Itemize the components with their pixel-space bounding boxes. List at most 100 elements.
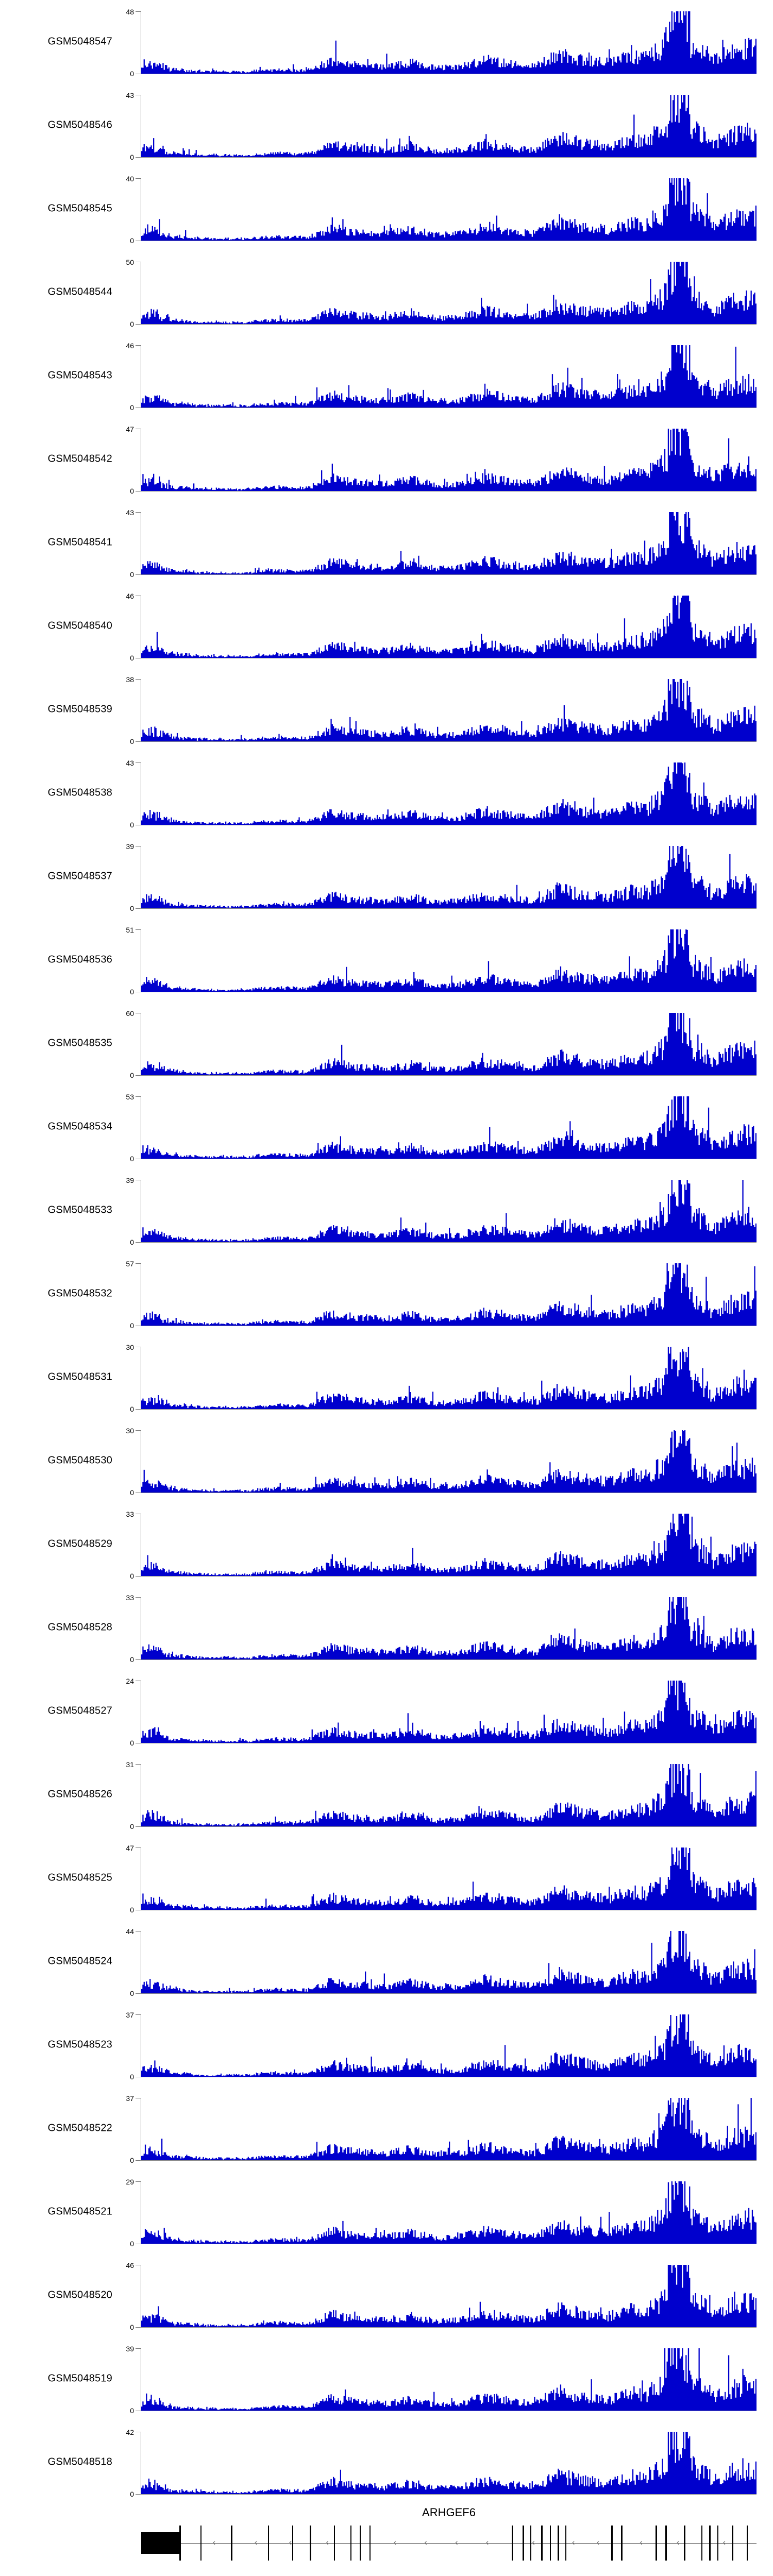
coverage-track-list: GSM5048547 48 0 GSM5048546 43 0 GSM5048545 40 0 G… [0,0,773,2504]
coverage-histogram[interactable] [141,1931,757,1994]
coverage-histogram[interactable] [141,2181,757,2244]
track-sample-label: GSM5048524 [47,1955,112,1967]
coverage-track[interactable]: GSM5048531 30 0 [0,1335,773,1419]
coverage-histogram[interactable] [141,262,757,325]
track-baseline [140,1242,757,1243]
y-axis-tick-top [136,345,141,346]
coverage-track[interactable]: GSM5048541 43 0 [0,501,773,584]
coverage-histogram[interactable] [141,762,757,825]
track-baseline [140,324,757,325]
gene-model[interactable]: ‹ ‹ ‹ ‹ ‹ ‹ ‹ ‹ ‹ ‹ ‹ ‹ ‹ ‹ [141,2526,757,2562]
gene-exon [621,2526,623,2561]
coverage-histogram[interactable] [141,178,757,241]
y-axis-tick-top [136,2181,141,2182]
track-sample-label: GSM5048522 [47,2122,112,2134]
track-baseline [140,491,757,492]
coverage-histogram[interactable] [141,846,757,909]
coverage-histogram[interactable] [141,2265,757,2328]
track-sample-label: GSM5048538 [47,787,112,799]
coverage-track[interactable]: GSM5048545 40 0 [0,167,773,250]
coverage-track[interactable]: GSM5048523 37 0 [0,2003,773,2087]
coverage-track[interactable]: GSM5048519 39 0 [0,2337,773,2420]
coverage-histogram[interactable] [141,11,757,74]
track-y-axis: 51 0 [122,926,141,995]
coverage-track[interactable]: GSM5048530 30 0 [0,1419,773,1502]
coverage-histogram[interactable] [141,596,757,658]
gene-exon [359,2526,361,2561]
coverage-histogram[interactable] [141,1347,757,1410]
coverage-histogram[interactable] [141,1430,757,1493]
y-axis-min-label: 0 [130,1155,134,1163]
coverage-histogram[interactable] [141,1263,757,1326]
track-y-axis: 57 0 [122,1260,141,1329]
y-axis-tick-bottom [136,574,141,575]
coverage-track[interactable]: GSM5048525 47 0 [0,1836,773,1920]
coverage-histogram[interactable] [141,1180,757,1243]
strand-arrow-icon: ‹ [393,2537,397,2547]
coverage-track[interactable]: GSM5048522 37 0 [0,2087,773,2170]
coverage-track[interactable]: GSM5048532 57 0 [0,1252,773,1335]
coverage-track[interactable]: GSM5048524 44 0 [0,1920,773,2003]
coverage-track[interactable]: GSM5048534 53 0 [0,1085,773,1168]
y-axis-tick-bottom [136,1659,141,1660]
coverage-histogram[interactable] [141,2348,757,2411]
coverage-track[interactable]: GSM5048528 33 0 [0,1586,773,1669]
track-baseline [140,1826,757,1827]
coverage-histogram[interactable] [141,2014,757,2077]
y-axis-min-label: 0 [130,487,134,495]
coverage-track[interactable]: GSM5048536 51 0 [0,918,773,1002]
coverage-track[interactable]: GSM5048527 24 0 [0,1669,773,1753]
coverage-histogram[interactable] [141,1514,757,1577]
y-axis-max-label: 37 [126,2011,134,2019]
coverage-histogram[interactable] [141,1681,757,1743]
coverage-track[interactable]: GSM5048533 39 0 [0,1168,773,1252]
coverage-histogram[interactable] [141,929,757,992]
track-sample-label: GSM5048528 [47,1621,112,1633]
coverage-histogram[interactable] [141,2432,757,2495]
coverage-track[interactable]: GSM5048521 29 0 [0,2170,773,2253]
coverage-track[interactable]: GSM5048526 31 0 [0,1753,773,1836]
coverage-track[interactable]: GSM5048535 60 0 [0,1002,773,1085]
strand-arrow-icon: ‹ [572,2537,575,2547]
track-sample-label: GSM5048539 [47,703,112,715]
track-sample-label: GSM5048519 [47,2372,112,2384]
coverage-track[interactable]: GSM5048543 46 0 [0,334,773,417]
gene-exon [746,2526,748,2561]
coverage-histogram[interactable] [141,429,757,492]
track-y-axis: 60 0 [122,1010,141,1079]
coverage-track[interactable]: GSM5048529 33 0 [0,1502,773,1586]
coverage-histogram[interactable] [141,679,757,742]
coverage-histogram[interactable] [141,1764,757,1827]
coverage-histogram[interactable] [141,1096,757,1159]
coverage-histogram[interactable] [141,2098,757,2161]
gene-exon [558,2526,559,2561]
coverage-track[interactable]: GSM5048544 50 0 [0,250,773,334]
coverage-track[interactable]: GSM5048547 48 0 [0,0,773,83]
track-sample-label: GSM5048531 [47,1371,112,1383]
y-axis-min-label: 0 [130,1488,134,1497]
coverage-histogram[interactable] [141,1597,757,1660]
coverage-histogram[interactable] [141,95,757,158]
gene-annotation-track: ARHGEF6 ‹ ‹ ‹ ‹ ‹ ‹ ‹ ‹ ‹ ‹ ‹ ‹ ‹ ‹ [0,2504,773,2576]
gene-intron-line [141,2543,757,2544]
track-sample-label: GSM5048537 [47,870,112,882]
gene-exon [565,2526,567,2561]
coverage-track[interactable]: GSM5048540 46 0 [0,584,773,668]
coverage-histogram[interactable] [141,1848,757,1910]
coverage-track[interactable]: GSM5048518 42 0 [0,2420,773,2504]
gene-exon [541,2526,543,2561]
y-axis-max-label: 30 [126,1343,134,1351]
coverage-histogram[interactable] [141,512,757,575]
coverage-track[interactable]: GSM5048539 38 0 [0,668,773,751]
coverage-track[interactable]: GSM5048520 46 0 [0,2253,773,2337]
coverage-histogram[interactable] [141,1013,757,1076]
coverage-track[interactable]: GSM5048546 43 0 [0,83,773,167]
y-axis-max-label: 47 [126,425,134,433]
track-sample-label: GSM5048546 [47,119,112,131]
coverage-track[interactable]: GSM5048538 43 0 [0,751,773,835]
gene-exon [717,2526,719,2561]
coverage-track[interactable]: GSM5048542 47 0 [0,417,773,501]
track-sample-label: GSM5048545 [47,202,112,214]
coverage-histogram[interactable] [141,345,757,408]
coverage-track[interactable]: GSM5048537 39 0 [0,835,773,918]
